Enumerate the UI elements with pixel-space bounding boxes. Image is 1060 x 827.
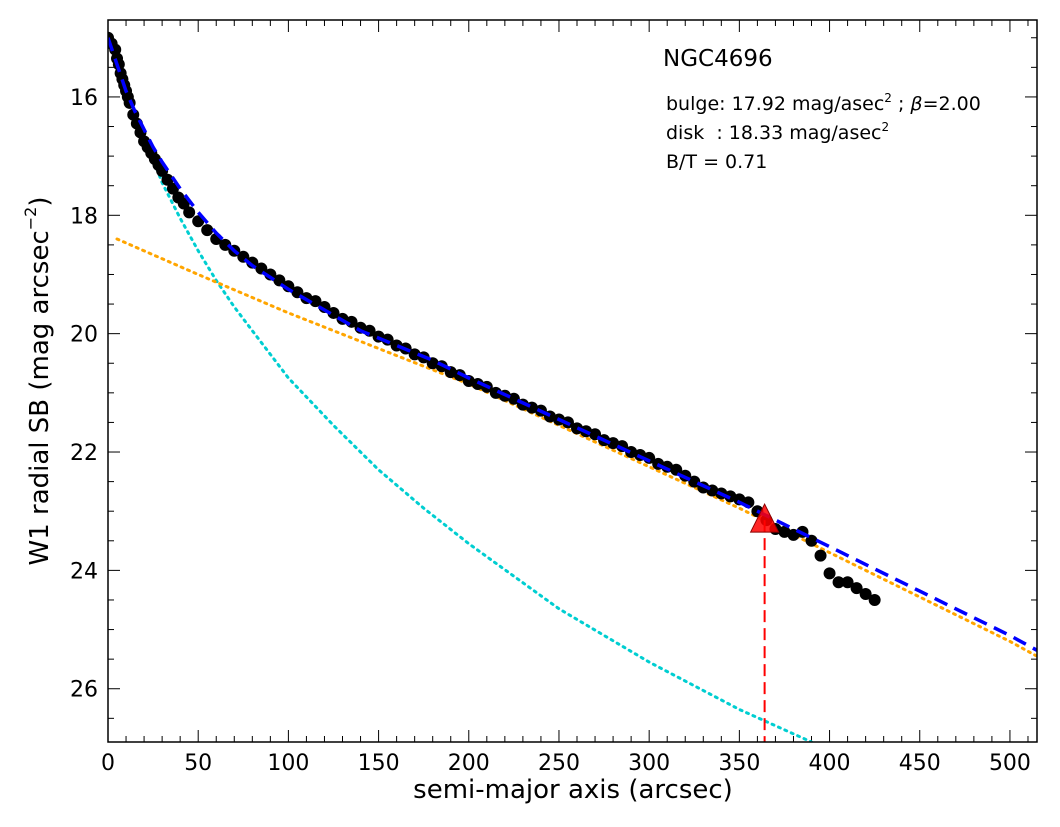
data-point [832,576,845,589]
y-tick-label: 16 [70,86,98,111]
data-point [814,549,827,562]
data-point [309,295,322,308]
x-tick-label: 400 [809,751,851,776]
x-tick-label: 200 [448,751,490,776]
data-point [607,437,620,450]
bulge-annotation-beta: β [909,93,922,115]
data-point [166,182,179,195]
data-point [381,333,394,346]
bulge-annotation-suffix: =2.00 [923,93,981,115]
y-axis-title-close: ) [25,197,55,207]
y-axis-title-sup: −2 [21,207,40,231]
x-tick-label: 0 [101,751,115,776]
data-point [177,197,190,210]
y-tick-label: 26 [70,678,98,703]
total-model-line [108,37,1037,652]
bt-annotation: B/T = 0.71 [666,151,767,173]
data-point [859,588,872,601]
marker-group [749,502,780,742]
y-axis-title-main: W1 radial SB (mag arcsec [25,230,55,565]
data-point [778,525,791,538]
y-tick-label: 24 [70,559,98,584]
y-tick-label: 18 [70,204,98,229]
data-point [571,422,584,435]
data-point [625,446,638,459]
data-point [183,206,196,219]
data-point [161,173,174,186]
bulge-annotation-sup: 2 [884,91,892,105]
data-point [327,306,340,319]
x-tick-label: 450 [899,751,941,776]
data-point [201,224,214,237]
x-axis-title: semi-major axis (arcsec) [413,775,733,805]
disk-component-line [115,237,1037,658]
x-tick-label: 300 [628,751,670,776]
bulge-annotation: bulge: 17.92 mag/asec2 ; β=2.00 [666,91,981,115]
x-tick-label: 50 [184,751,212,776]
x-tick-label: 150 [358,751,400,776]
plot-area [108,31,1037,742]
chart-title: NGC4696 [663,46,773,72]
x-tick-label: 100 [267,751,309,776]
y-tick-labels: 16 18 20 22 24 26 [70,86,98,703]
data-point [868,593,881,606]
marker-triangle [749,502,780,533]
bulge-annotation-prefix: bulge: 17.92 mag/asec [666,93,884,115]
plot-frame [107,19,1038,743]
disk-annotation-sup: 2 [882,120,890,134]
y-tick-label: 22 [70,441,98,466]
bulge-annotation-mid: ; [892,93,910,115]
data-point [489,386,502,399]
data-point [408,348,421,361]
x-tick-labels: 0 50 100 150 200 250 300 350 400 450 500 [101,751,1031,776]
data-point [841,576,854,589]
data-point [823,567,836,580]
data-point [219,238,232,251]
disk-annotation: disk : 18.33 mag/asec2 [666,120,889,144]
x-tick-label: 350 [718,751,760,776]
y-axis-title: W1 radial SB (mag arcsec−2) [21,197,55,566]
disk-annotation-prefix: disk : 18.33 mag/asec [666,122,882,144]
x-tick-label: 250 [538,751,580,776]
x-tick-label: 500 [989,751,1031,776]
data-point [850,582,863,595]
y-tick-label: 20 [70,323,98,348]
